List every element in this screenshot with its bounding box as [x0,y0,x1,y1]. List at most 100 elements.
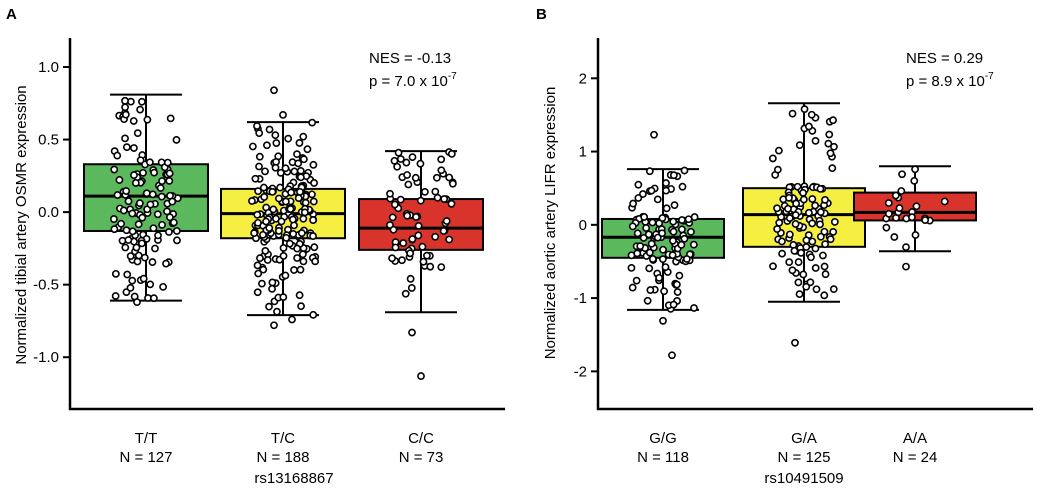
data-point [828,164,837,173]
data-point [126,252,135,261]
data-point [408,153,417,162]
data-point [299,257,308,266]
data-point [672,280,681,289]
data-point [627,264,636,272]
data-point [255,162,263,171]
data-point [816,220,824,229]
data-point [669,227,678,236]
data-point [673,288,682,296]
data-point [255,129,264,138]
data-point [639,233,648,242]
data-point [265,224,274,232]
data-point [661,263,670,271]
data-point [437,263,446,272]
data-point [124,197,133,206]
data-point [282,233,291,242]
data-point [645,248,654,257]
data-point [633,229,642,238]
outlier-point [133,298,141,306]
data-point [830,218,839,226]
sample-count-label: N = 127 [120,449,173,466]
data-point [662,179,670,187]
data-point [279,293,288,302]
panel-b-p-base: p = 8.9 x 10 [906,73,985,90]
outlier-point [791,338,799,347]
data-point [423,251,431,260]
data-point [253,122,261,130]
data-point [820,262,829,271]
data-point [154,231,162,240]
data-point [910,176,919,185]
data-point [448,179,457,188]
sample-count-label: N = 125 [778,449,831,466]
data-point [279,244,288,252]
data-point [788,266,797,275]
data-point [884,199,893,207]
panel-b-p-exp: -7 [985,71,994,82]
data-point [794,278,803,287]
data-point [647,239,656,248]
outlier-point [650,130,658,139]
data-point [440,195,449,203]
data-point [295,139,304,147]
data-point [821,195,829,204]
data-point [309,310,318,319]
data-point [128,227,137,236]
data-point [668,251,677,260]
data-point [811,136,820,145]
data-point [165,228,173,236]
data-point [795,141,804,150]
data-point [272,139,281,147]
data-point [797,248,805,257]
data-point [820,291,829,300]
data-point [804,122,813,131]
data-point [163,158,172,167]
data-point [172,136,181,144]
data-point [277,217,286,226]
data-point [259,265,268,274]
data-point [445,235,454,244]
data-point [785,214,794,223]
data-point [792,199,801,208]
data-point [276,183,284,192]
genotype-label: A/A [903,430,927,447]
data-point [646,286,655,294]
data-point [386,189,394,198]
data-point [157,192,166,201]
data-point [407,284,416,292]
data-point [255,152,264,161]
data-point [416,159,425,168]
data-point [785,193,793,202]
data-point [299,155,308,164]
data-point [830,142,838,151]
data-point [265,302,273,311]
data-point [153,210,162,219]
panel-a: A Normalized tibial artery OSMR expressi… [6,6,505,487]
data-point [391,243,400,252]
data-point [254,187,263,196]
data-point [273,307,281,316]
data-point [134,220,143,229]
data-point [633,249,642,258]
data-point [165,176,174,185]
data-point [138,213,147,222]
data-point [173,236,181,245]
data-point [394,148,403,157]
data-point [648,255,657,263]
panel-b-y-tick-label: -2 [574,363,587,380]
data-point [826,235,835,244]
data-point [820,227,829,236]
panel-b-group-a-a: A/A N = 24 [853,165,977,466]
data-point [150,168,158,177]
data-point [634,180,643,189]
data-point [791,220,800,228]
data-point [122,226,131,235]
data-point [773,204,781,213]
outlier-point [668,351,676,360]
data-point [406,274,415,283]
data-point [296,188,304,196]
data-point [911,231,920,239]
data-point [151,244,159,253]
data-point [396,195,405,204]
data-point [285,239,294,248]
